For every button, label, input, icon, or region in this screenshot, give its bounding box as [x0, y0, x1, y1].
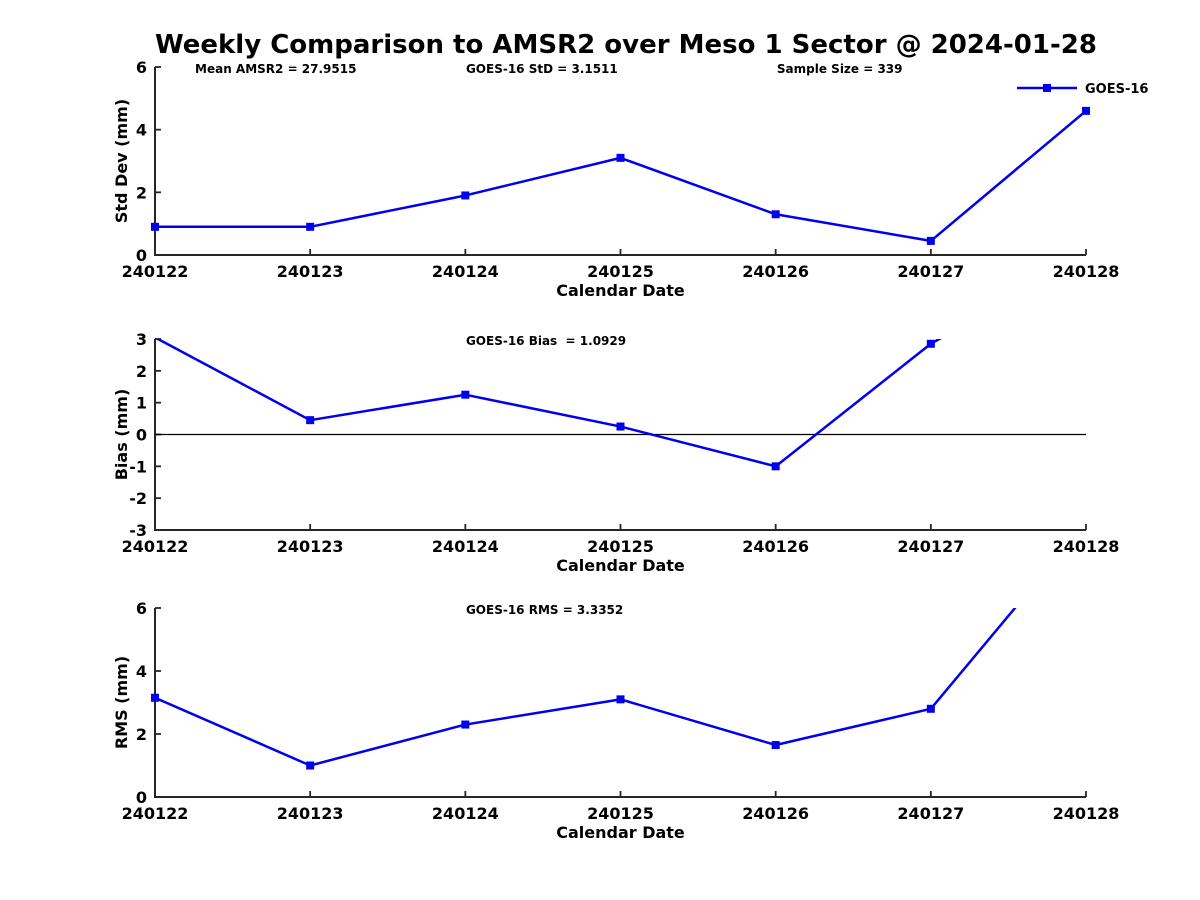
- x-axis-label: Calendar Date: [556, 823, 685, 842]
- x-tick-label: 240122: [122, 537, 189, 556]
- annotation: Mean AMSR2 = 27.9515: [195, 62, 356, 76]
- y-tick-label: 2: [136, 725, 147, 744]
- data-marker: [926, 339, 935, 348]
- legend-marker: [1043, 84, 1051, 92]
- y-tick-label: 0: [136, 426, 147, 445]
- subplot-bias: -3 -2 -1 0 1 2 3 240122 240123 240124 240125 240126…: [112, 330, 1120, 575]
- data-marker: [461, 191, 470, 200]
- x-tick-label: 240127: [897, 537, 964, 556]
- data-marker: [616, 695, 625, 704]
- x-tick-label: 240128: [1053, 804, 1120, 823]
- x-tick-label: 240125: [587, 262, 654, 281]
- y-tick-label: 1: [136, 394, 147, 413]
- data-marker: [616, 422, 625, 431]
- x-tick-label: 240123: [277, 262, 344, 281]
- y-tick-label: 3: [136, 330, 147, 349]
- y-tick-label: 2: [136, 362, 147, 381]
- x-tick-label: 240128: [1053, 537, 1120, 556]
- y-tick-label: 6: [136, 58, 147, 77]
- y-axis-label: Bias (mm): [112, 389, 131, 481]
- y-axis-label: RMS (mm): [112, 656, 131, 749]
- data-marker: [926, 704, 935, 713]
- x-tick-label: 240127: [897, 804, 964, 823]
- x-tick-label: 240126: [742, 262, 809, 281]
- x-tick-label: 240122: [122, 804, 189, 823]
- x-axis-label: Calendar Date: [556, 281, 685, 300]
- x-tick-label: 240127: [897, 262, 964, 281]
- data-marker: [461, 720, 470, 729]
- y-tick-label: -2: [129, 489, 147, 508]
- data-marker: [461, 390, 470, 399]
- y-axis-label: Std Dev (mm): [112, 99, 131, 223]
- y-tick-label: -1: [129, 457, 147, 476]
- data-marker: [771, 462, 780, 471]
- x-tick-label: 240123: [277, 804, 344, 823]
- subplot-std-dev: 0 2 4 6 240122 240123 240124 240125 240126 240127…: [112, 58, 1148, 300]
- x-tick-label: 240125: [587, 804, 654, 823]
- legend-label: GOES-16: [1085, 82, 1148, 97]
- data-line: [155, 109, 1086, 243]
- annotation: GOES-16 StD = 3.1511: [466, 62, 618, 76]
- legend: GOES-16: [1017, 82, 1148, 97]
- x-axis-label: Calendar Date: [556, 556, 685, 575]
- x-tick-label: 240124: [432, 804, 499, 823]
- x-tick-label: 240126: [742, 804, 809, 823]
- data-marker: [926, 236, 935, 245]
- y-tick-label: -3: [129, 521, 147, 540]
- subplot-rms: 0 2 4 6 240122 240123 240124 240125 240126 240127…: [112, 599, 1120, 842]
- x-tick-label: 240124: [432, 537, 499, 556]
- data-marker: [306, 416, 315, 425]
- y-tick-label: 0: [136, 246, 147, 265]
- data-marker: [151, 693, 159, 702]
- x-tick-label: 240122: [122, 262, 189, 281]
- data-marker: [1082, 106, 1090, 115]
- y-tick-label: 4: [136, 662, 147, 681]
- annotation: GOES-16 RMS = 3.3352: [466, 603, 623, 617]
- annotation: GOES-16 Bias = 1.0929: [466, 334, 626, 348]
- data-marker: [771, 741, 780, 750]
- y-tick-label: 4: [136, 121, 147, 140]
- data-marker: [616, 153, 625, 162]
- x-tick-label: 240123: [277, 537, 344, 556]
- y-tick-label: 2: [136, 183, 147, 202]
- x-tick-label: 240124: [432, 262, 499, 281]
- x-tick-label: 240125: [587, 537, 654, 556]
- annotation: Sample Size = 339: [777, 62, 903, 76]
- chart-title: Weekly Comparison to AMSR2 over Meso 1 S…: [155, 30, 1097, 60]
- data-marker: [306, 222, 315, 231]
- x-tick-label: 240128: [1053, 262, 1120, 281]
- y-tick-label: 6: [136, 599, 147, 618]
- data-marker: [306, 761, 315, 770]
- x-tick-label: 240126: [742, 537, 809, 556]
- data-marker: [151, 222, 159, 231]
- data-marker: [771, 210, 780, 219]
- y-tick-label: 0: [136, 788, 147, 807]
